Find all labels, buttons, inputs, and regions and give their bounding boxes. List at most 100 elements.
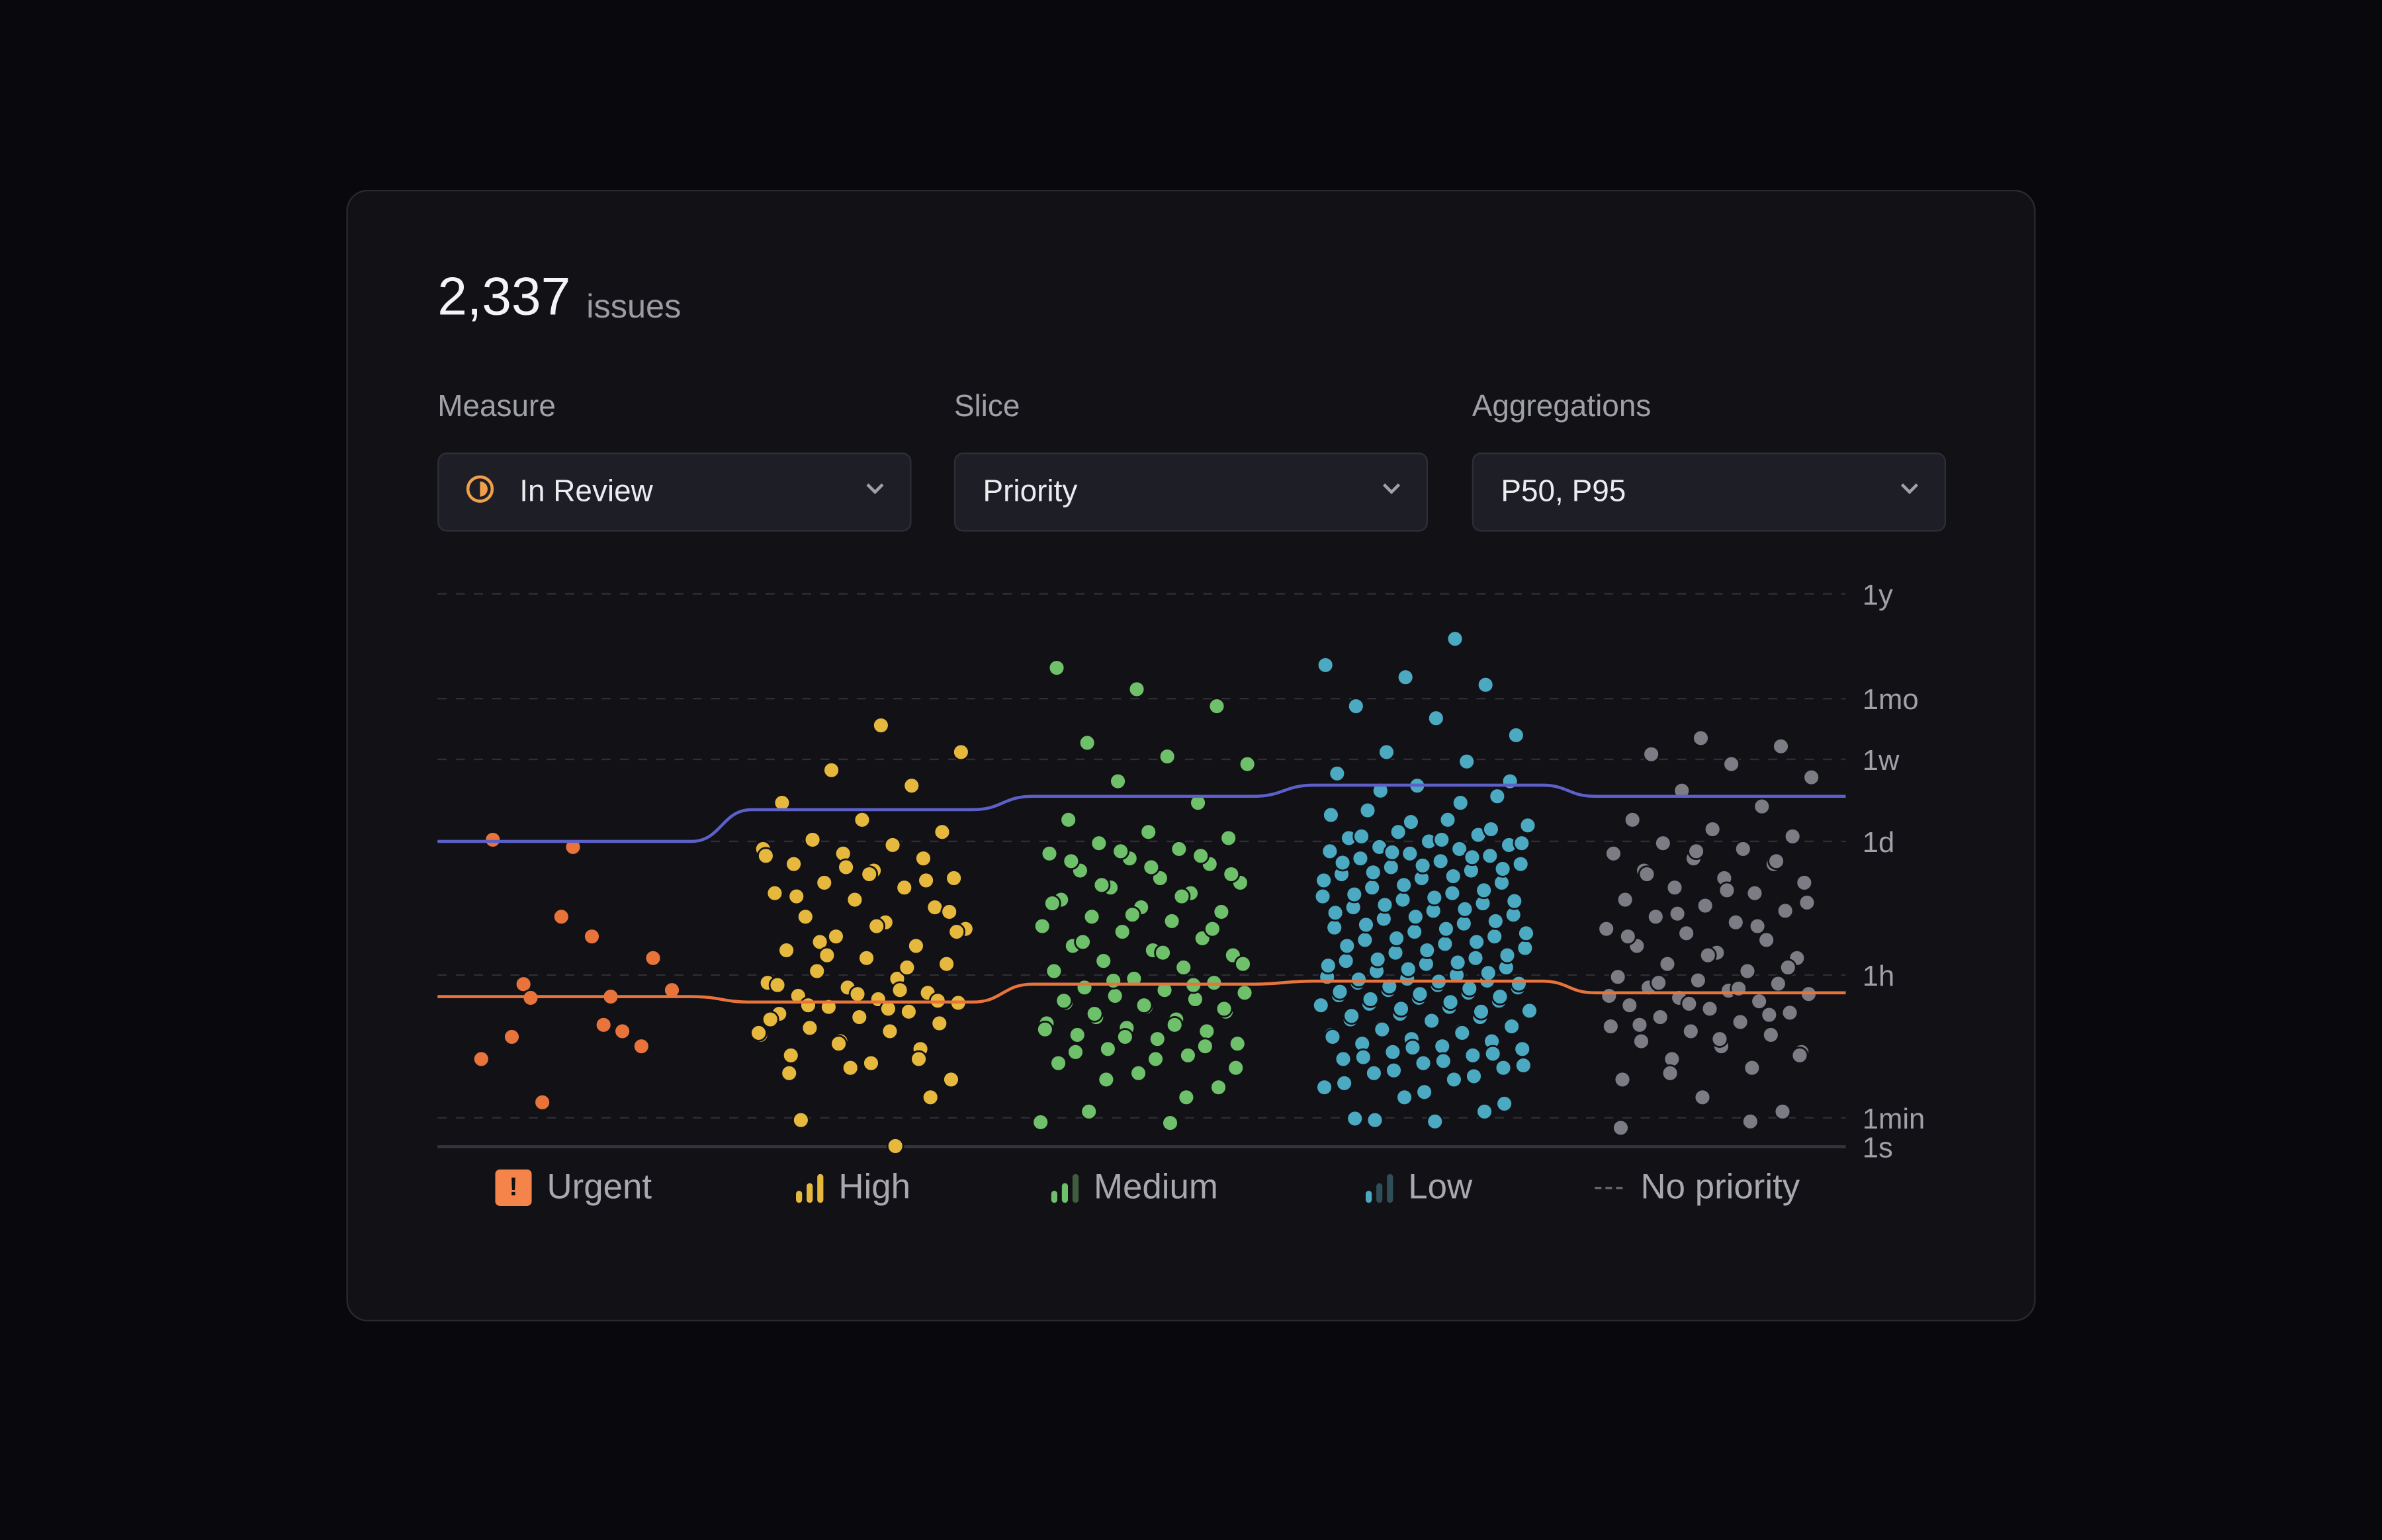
data-point-low [1328, 764, 1346, 783]
data-point-no-priority [1700, 1000, 1719, 1018]
data-point-medium [1148, 1030, 1167, 1048]
data-point-no-priority [1654, 834, 1672, 852]
data-point-no-priority [1687, 842, 1705, 861]
data-point-low [1337, 952, 1355, 970]
data-point-low [1517, 924, 1535, 943]
data-point-medium [1049, 1054, 1067, 1072]
data-point-medium [1177, 1088, 1196, 1107]
data-point-low [1456, 900, 1474, 918]
data-point-low [1351, 849, 1370, 867]
data-point-low [1455, 914, 1473, 933]
data-point-medium [1222, 865, 1241, 883]
data-point-low [1515, 1056, 1532, 1074]
data-point-medium [1097, 1070, 1116, 1089]
data-point-low [1463, 848, 1481, 867]
data-point-medium [1082, 908, 1101, 926]
data-point-no-priority [1779, 959, 1797, 976]
legend-label: Medium [1094, 1166, 1218, 1206]
data-point-medium [1155, 981, 1174, 1000]
data-point-high [900, 1002, 918, 1021]
data-point-low [1311, 996, 1330, 1014]
p95-line [437, 783, 1846, 843]
data-point-low [1425, 888, 1444, 907]
data-point-high [940, 903, 959, 921]
data-point-high [860, 865, 879, 883]
data-point-low [1482, 820, 1500, 838]
data-point-no-priority [1597, 920, 1616, 938]
data-point-medium [1090, 834, 1108, 852]
data-point-medium [1204, 920, 1221, 938]
slice-dropdown[interactable]: Priority [953, 452, 1429, 532]
data-point-no-priority [1783, 828, 1802, 845]
data-point-low [1357, 916, 1375, 934]
legend-low: Low [1366, 1166, 1472, 1207]
data-point-low [1378, 743, 1395, 761]
data-point-low [1345, 885, 1364, 904]
data-point-medium [1032, 1113, 1050, 1131]
data-point-medium [1047, 659, 1066, 677]
data-point-medium [1158, 748, 1176, 765]
legend-label: No priority [1640, 1166, 1800, 1206]
data-point-low [1466, 949, 1485, 967]
data-point-high [910, 1050, 928, 1068]
signal-medium-icon [1051, 1172, 1079, 1203]
data-point-high [785, 855, 803, 873]
data-point-high [948, 923, 966, 941]
data-point-low [1366, 1111, 1384, 1129]
data-point-low [1475, 881, 1493, 900]
data-point-medium [1094, 952, 1113, 970]
data-point-medium [1135, 996, 1153, 1014]
legend-medium: Medium [1051, 1166, 1218, 1207]
data-point-low [1488, 787, 1507, 806]
data-point-high [796, 908, 815, 926]
data-point-low [1346, 1109, 1364, 1128]
data-point-high [848, 985, 867, 1003]
data-point-low [1403, 1039, 1422, 1057]
data-point-urgent [503, 1028, 521, 1046]
data-point-high [881, 1022, 899, 1041]
data-point-medium [1116, 1028, 1134, 1046]
data-point-no-priority [1605, 844, 1622, 863]
data-point-no-priority [1620, 996, 1639, 1014]
data-point-low [1331, 982, 1349, 1001]
data-point-no-priority [1642, 745, 1660, 763]
data-point-medium [1045, 962, 1063, 980]
aggregations-dropdown[interactable]: P50, P95 [1472, 452, 1947, 532]
data-point-low [1445, 1070, 1463, 1089]
data-point-no-priority [1646, 908, 1665, 926]
data-point-urgent [564, 838, 582, 856]
data-point-high [945, 869, 963, 887]
data-point-high [883, 836, 902, 854]
data-point-low [1363, 878, 1381, 897]
data-point-high [799, 996, 817, 1014]
data-point-medium [1099, 1040, 1117, 1058]
legend-no-priority: --- No priority [1593, 1166, 1800, 1207]
data-point-medium [1055, 992, 1073, 1010]
data-point-no-priority [1673, 781, 1691, 800]
y-tick-label: 1s [1863, 1132, 1893, 1164]
data-point-high [787, 887, 806, 906]
data-point-low [1407, 908, 1425, 926]
data-point-low [1313, 887, 1332, 906]
legend-label: Low [1408, 1166, 1473, 1206]
data-point-medium [1067, 1043, 1084, 1061]
data-point-medium [1068, 1026, 1086, 1044]
data-point-medium [1174, 959, 1193, 976]
data-point-low [1458, 752, 1476, 771]
data-point-no-priority [1696, 896, 1714, 915]
data-point-low [1494, 1058, 1513, 1077]
issue-count-unit: issues [586, 286, 682, 325]
data-point-high [872, 716, 890, 734]
data-point-low [1427, 709, 1445, 728]
measure-dropdown[interactable]: In Review [437, 452, 912, 532]
data-point-medium [1212, 903, 1231, 921]
data-point-low [1503, 1017, 1521, 1035]
data-point-low [1382, 858, 1400, 877]
data-point-high [803, 831, 822, 849]
data-point-medium [1142, 858, 1161, 877]
data-point-high [907, 937, 925, 955]
data-point-low [1386, 943, 1405, 962]
data-point-low [1460, 980, 1479, 998]
data-point-high [891, 981, 909, 1000]
data-point-medium [1092, 876, 1111, 894]
